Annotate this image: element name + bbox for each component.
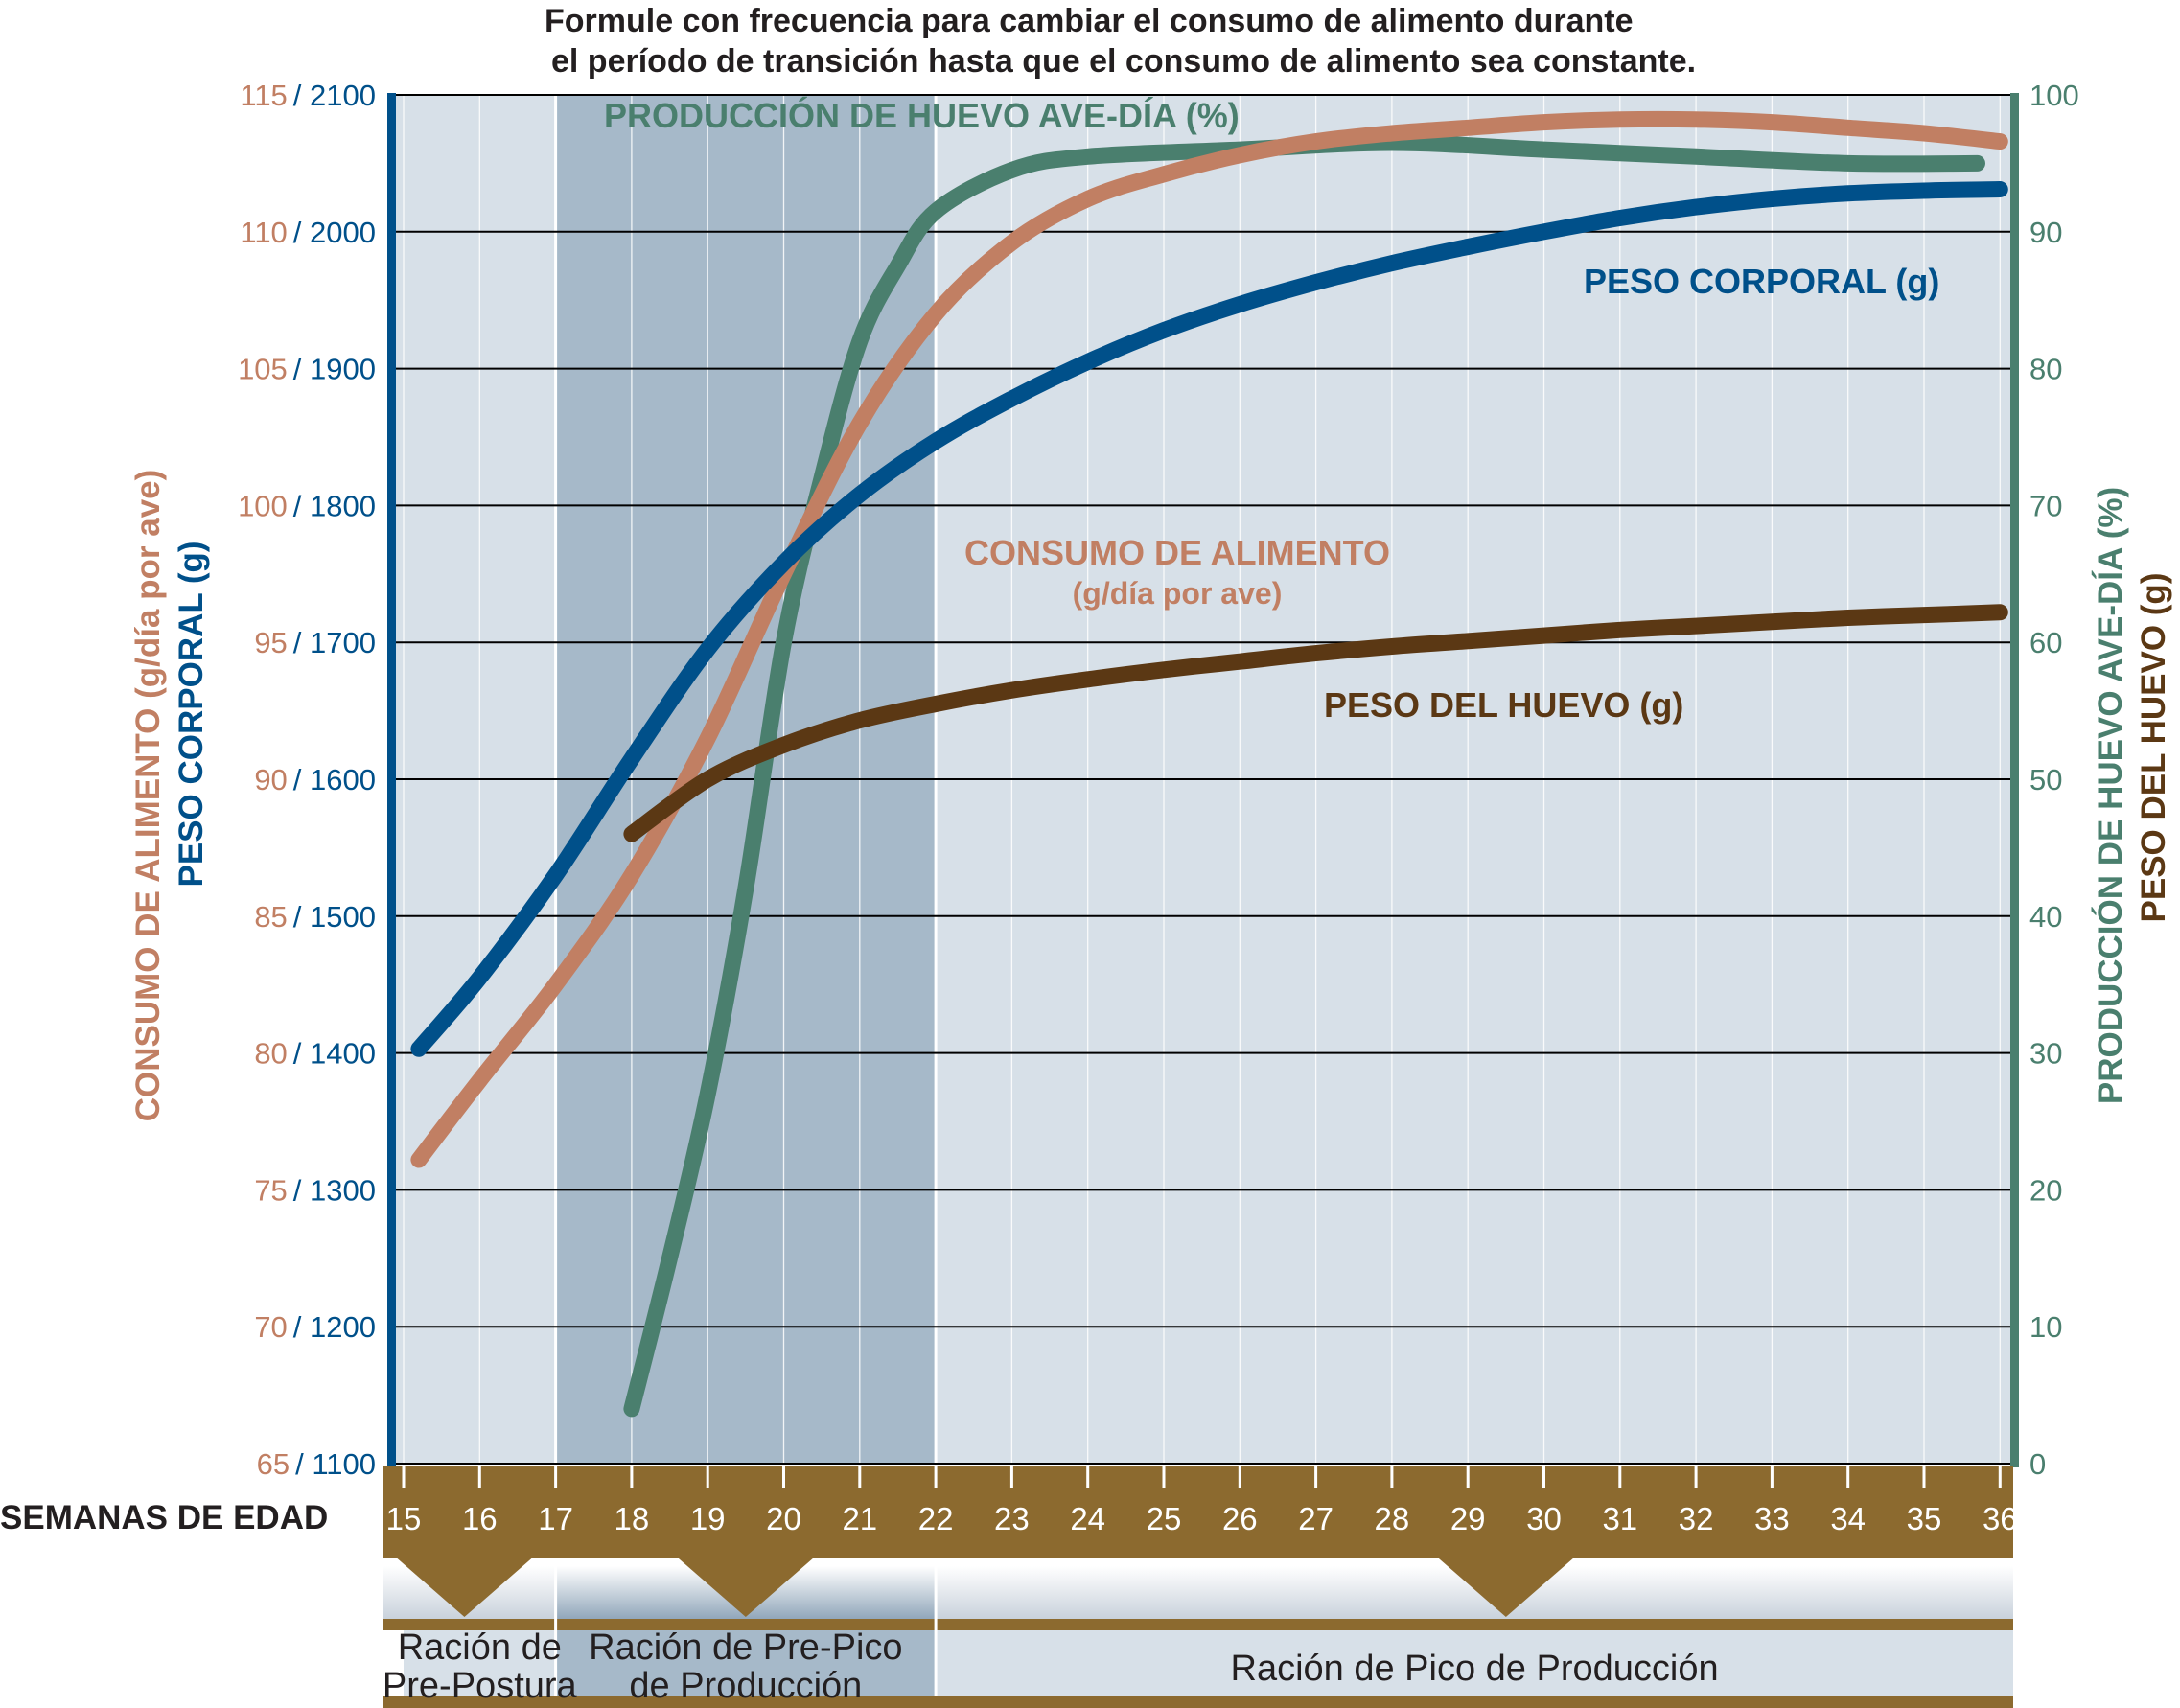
phase-rail-bottom	[383, 1696, 2013, 1708]
phase-rail-top	[383, 1619, 2013, 1630]
grid-lines	[394, 94, 2013, 1465]
left-axis-title: CONSUMO DE ALIMENTO (g/día por ave) PESO …	[129, 470, 210, 1122]
x-tick-label: 23	[994, 1501, 1030, 1536]
left-axis-title-feed: CONSUMO DE ALIMENTO (g/día por ave)	[129, 470, 167, 1122]
phase-label: Ración de Pico de Producción	[1231, 1649, 1719, 1689]
x-tick-label: 21	[842, 1501, 877, 1536]
x-tick-label: 33	[1754, 1501, 1790, 1536]
right-tick-label: 10	[2029, 1310, 2062, 1344]
series-prod-line	[623, 134, 1985, 1418]
left-tick-label: 105/ 1900	[238, 353, 376, 386]
series-feed-line	[410, 110, 2008, 1168]
left-tick-label: 80/ 1400	[254, 1037, 376, 1071]
x-tick-label: 32	[1679, 1501, 1714, 1536]
left-tick-label: 90/ 1600	[254, 763, 376, 796]
left-tick-label: 70/ 1200	[254, 1310, 376, 1344]
x-tick-label: 28	[1375, 1501, 1410, 1536]
x-tick-label: 18	[615, 1501, 650, 1536]
right-axis-title-prod: PRODUCCIÓN DE HUEVO AVE-DÍA (%)	[2091, 487, 2129, 1104]
x-tick-label: 19	[690, 1501, 726, 1536]
chart-title: Formule con frecuencia para cambiar el c…	[545, 3, 1696, 80]
x-tick-label: 25	[1147, 1501, 1182, 1536]
phase-label-line-2: Pre-Postura	[383, 1666, 578, 1706]
x-tick-label: 30	[1526, 1501, 1562, 1536]
x-tick-label: 17	[538, 1501, 573, 1536]
x-axis-band: 15 16 17 18 19 20 21 22 23 24 25 26 27 28 29 30 31 32 33 34…	[383, 1466, 2018, 1558]
left-tick-label: 100/ 1800	[238, 489, 376, 522]
x-tick-label: 31	[1602, 1501, 1637, 1536]
left-axis-ticks: 115/ 2100 110/ 2000 105/ 1900 100/ 1800 95/ …	[238, 79, 376, 1481]
left-tick-label: 115/ 2100	[240, 79, 376, 112]
left-tick-label: 75/ 1300	[254, 1173, 376, 1207]
right-tick-label: 70	[2029, 489, 2062, 522]
left-tick-label: 85/ 1500	[254, 900, 376, 934]
annotation-prod: PRODUCCIÓN DE HUEVO AVE-DÍA (%)	[604, 95, 1240, 135]
axis-lines	[387, 93, 2019, 1467]
series-lines	[410, 110, 2008, 1418]
x-tick-label: 36	[1983, 1501, 2018, 1536]
right-tick-label: 80	[2029, 353, 2062, 386]
series-annotations: PRODUCCIÓN DE HUEVO AVE-DÍA (%) PESO CORP…	[604, 95, 1939, 725]
phase-label-line-1: Ración de	[398, 1627, 562, 1668]
left-axis-title-body: PESO CORPORAL (g)	[173, 541, 210, 887]
x-axis-title: SEMANAS DE EDAD	[0, 1499, 328, 1536]
x-axis-band-rect	[383, 1466, 2013, 1558]
right-tick-label: 30	[2029, 1037, 2062, 1071]
series-egg-line	[623, 604, 2008, 842]
x-tick-label: 20	[766, 1501, 801, 1536]
left-tick-label: 65/ 1100	[257, 1447, 376, 1481]
annotation-feed-line-1: CONSUMO DE ALIMENTO	[964, 533, 1390, 572]
x-tick-label: 29	[1450, 1501, 1486, 1536]
right-axis-title-egg: PESO DEL HUEVO (g)	[2135, 573, 2172, 923]
phase-label-bg	[936, 1630, 2013, 1696]
x-tick-label: 34	[1830, 1501, 1866, 1536]
phase-arrow-icon	[1438, 1558, 1573, 1617]
annotation-feed-line-2: (g/día por ave)	[1073, 576, 1283, 611]
phase-arrow-icon	[397, 1558, 532, 1617]
x-tick-label: 15	[386, 1501, 422, 1536]
title-line-2: el período de transición hasta que el co…	[551, 43, 1696, 80]
right-tick-label: 100	[2029, 79, 2079, 112]
right-tick-label: 40	[2029, 900, 2062, 934]
x-tick-label: 27	[1298, 1501, 1334, 1536]
x-tick-label: 16	[462, 1501, 498, 1536]
x-tick-label: 35	[1907, 1501, 1942, 1536]
annotation-body: PESO CORPORAL (g)	[1584, 262, 1939, 301]
right-tick-label: 0	[2029, 1447, 2046, 1481]
phase-label-line-2: de Producción	[629, 1666, 862, 1706]
phase-arrow-icon	[678, 1558, 813, 1617]
phase-label-bg	[555, 1630, 937, 1696]
phase-label-line-1: Ración de Pre-Pico	[589, 1627, 902, 1668]
x-tick-label: 26	[1222, 1501, 1258, 1536]
x-tick-label: 24	[1070, 1501, 1105, 1536]
x-tick-label: 22	[918, 1501, 954, 1536]
left-tick-label: 95/ 1700	[254, 626, 376, 659]
right-axis-line	[2010, 93, 2019, 1467]
right-tick-label: 60	[2029, 626, 2062, 659]
phase-label-bg	[404, 1630, 556, 1696]
right-axis-title: PRODUCCIÓN DE HUEVO AVE-DÍA (%) PESO DEL …	[2091, 487, 2172, 1104]
right-tick-label: 90	[2029, 216, 2062, 249]
x-axis-title-text: SEMANAS DE EDAD	[0, 1499, 328, 1536]
left-tick-label: 110/ 2000	[240, 216, 376, 249]
series-body-line	[410, 181, 2008, 1057]
right-tick-label: 20	[2029, 1173, 2062, 1207]
left-axis-line	[387, 93, 396, 1467]
title-line-1: Formule con frecuencia para cambiar el c…	[545, 3, 1634, 39]
annotation-egg: PESO DEL HUEVO (g)	[1324, 685, 1683, 725]
right-tick-label: 50	[2029, 763, 2062, 796]
